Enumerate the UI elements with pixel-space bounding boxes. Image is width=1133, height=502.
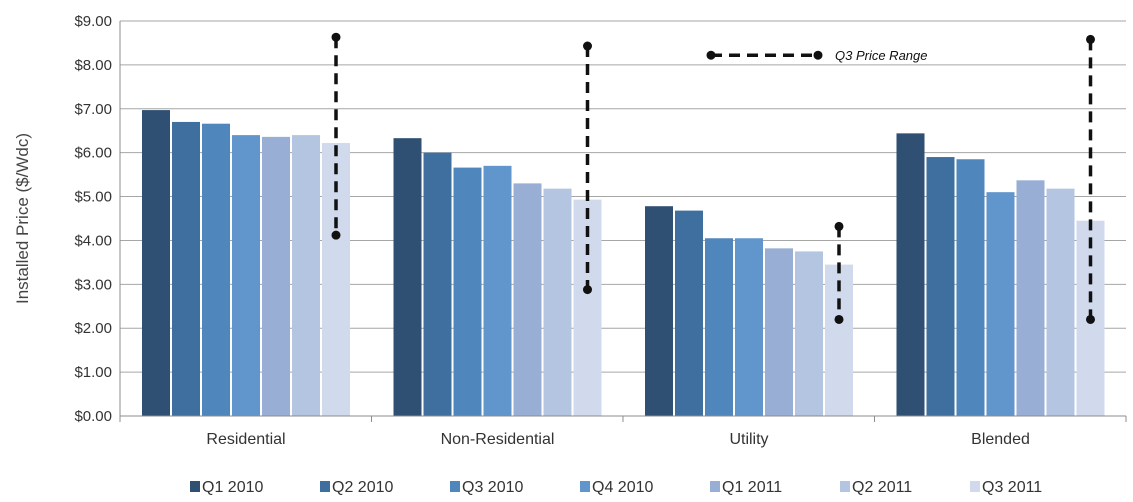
bar xyxy=(735,238,763,416)
x-tick-label: Residential xyxy=(206,431,285,448)
legend-label: Q2 2011 xyxy=(852,479,912,496)
y-tick-label: $7.00 xyxy=(74,101,112,118)
x-tick-label: Blended xyxy=(971,431,1030,448)
legend-swatch xyxy=(450,481,460,492)
legend-label: Q1 2011 xyxy=(722,479,782,496)
y-tick-label: $0.00 xyxy=(74,408,112,425)
price-range-low-dot xyxy=(834,314,844,324)
price-range-high-dot xyxy=(1086,34,1095,44)
bar xyxy=(705,238,733,416)
x-tick-label: Non-Residential xyxy=(441,431,555,448)
bar xyxy=(926,157,955,417)
y-tick-label: $4.00 xyxy=(74,232,112,249)
legend-label: Q1 2010 xyxy=(202,479,263,496)
bar xyxy=(172,121,200,416)
legend-swatch xyxy=(840,481,850,492)
price-range-high-dot xyxy=(583,41,592,51)
y-tick-label: $2.00 xyxy=(74,320,112,337)
y-tick-label: $3.00 xyxy=(74,276,112,293)
legend: Q1 2010 Q2 2010 Q3 2010 Q4 2010 Q1 2011 Q2 20… xyxy=(190,479,1042,496)
legend-swatch xyxy=(710,481,720,492)
legend-swatch xyxy=(190,481,200,492)
price-range-low-dot xyxy=(331,230,341,240)
y-tick-label: $9.00 xyxy=(74,13,112,30)
x-tick-label: Utility xyxy=(729,431,768,448)
y-tick-label: $1.00 xyxy=(74,364,112,381)
bar xyxy=(956,159,985,416)
bar xyxy=(513,183,542,416)
legend-label: Q3 2011 xyxy=(982,479,1042,496)
legend-swatch xyxy=(970,481,980,492)
price-range-markers: Q3 Price Range xyxy=(331,32,1095,324)
bar xyxy=(232,135,260,416)
y-tick-label: $8.00 xyxy=(74,57,112,74)
price-range-legend-label: Q3 Price Range xyxy=(835,48,928,63)
legend-label: Q4 2010 xyxy=(592,479,653,496)
bar xyxy=(292,135,320,416)
y-axis-label: Installed Price ($/Wdc) xyxy=(13,133,32,304)
bar xyxy=(675,210,703,416)
bar xyxy=(1046,188,1075,416)
bar xyxy=(423,152,452,416)
legend-label: Q2 2010 xyxy=(332,479,393,496)
y-tick-label: $5.00 xyxy=(74,189,112,206)
y-tick-label: $6.00 xyxy=(74,145,112,162)
price-range-low-dot xyxy=(1086,314,1095,324)
bar xyxy=(483,165,512,416)
bar xyxy=(142,110,170,416)
bar xyxy=(986,192,1015,416)
bars xyxy=(142,110,1105,417)
bar xyxy=(795,251,823,416)
legend-swatch xyxy=(320,481,330,492)
bar xyxy=(393,138,422,416)
bar xyxy=(765,248,793,416)
bar xyxy=(202,123,230,416)
price-range-low-dot xyxy=(583,285,592,295)
bar xyxy=(262,136,290,416)
price-range-high-dot xyxy=(834,221,844,231)
price-range-legend-dot xyxy=(706,50,716,60)
axes: $0.00 $1.00 $2.00 $3.00 $4.00 $5.00 $6.00 $7.00… xyxy=(74,13,1127,448)
bar xyxy=(645,206,673,416)
bar xyxy=(543,188,572,416)
bar xyxy=(896,133,925,416)
legend-label: Q3 2010 xyxy=(462,479,523,496)
price-range-legend-dot xyxy=(813,50,823,60)
legend-swatch xyxy=(580,481,590,492)
bar xyxy=(1016,180,1045,416)
bar xyxy=(453,167,482,416)
price-range-high-dot xyxy=(331,32,341,42)
